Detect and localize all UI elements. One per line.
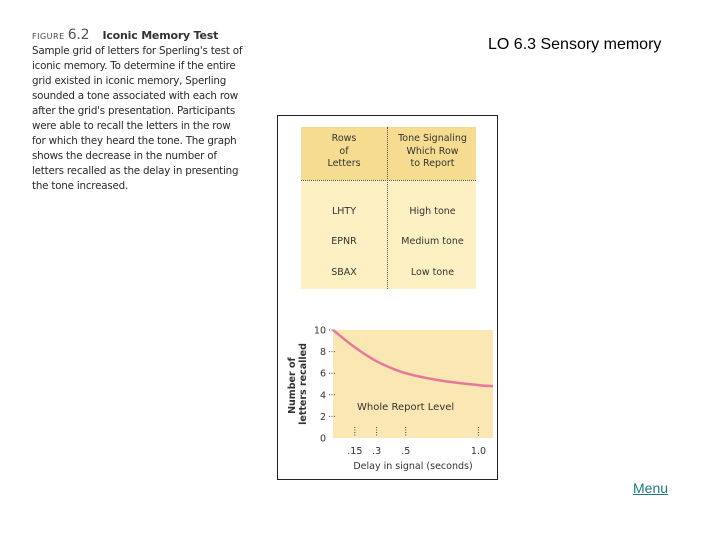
y-axis: 0 2 4 6 8 10 [314,326,336,445]
y-axis-label: Number of letters recalled [287,343,309,425]
table-cell-letters: LHTY [331,206,357,217]
header-rows-line: of [339,145,349,157]
figure-caption: FIGURE 6.2 Iconic Memory Test Sample gri… [32,28,244,194]
header-rows-line: Rows [331,133,357,144]
header-rows-of-letters: Rows of Letters [301,133,387,171]
table-cell-letters: SBAX [331,267,357,278]
figure-number: 6.2 [67,27,90,43]
header-tone-line: to Report [410,158,455,169]
x-tick-label: .5 [401,446,410,457]
menu-link[interactable]: Menu [633,480,669,496]
header-tone-signal: Tone Signaling Which Row to Report [389,133,476,171]
figure-panel: Rows of Letters Tone Signaling Which Row… [277,115,498,480]
y-tick-label: 6 [320,369,326,380]
y-axis-label-line-2: letters recalled [298,343,309,425]
y-tick-label: 0 [320,434,326,445]
y-tick-label: 4 [320,390,326,401]
table-divider-horizontal [301,180,476,181]
x-tick-label: .15 [347,446,362,457]
whole-report-level-label: Whole Report Level [357,402,454,413]
y-tick-label: 8 [320,347,326,358]
x-axis-label: Delay in signal (seconds) [353,461,472,472]
header-tone-line: Which Row [406,145,459,157]
table-cell-tone: Medium tone [401,236,464,247]
table-cell-letters: EPNR [331,236,357,247]
table-cell-tone: Low tone [410,267,455,278]
y-tick-label: 10 [314,326,326,337]
table-header: Rows of Letters Tone Signaling Which Row… [301,127,476,180]
figure-title: Iconic Memory Test [102,29,219,42]
y-axis-label-line-1: Number of [287,357,298,414]
y-tick-label: 2 [320,412,326,423]
table-cell-tone: High tone [409,206,456,217]
table-divider-vertical [387,127,388,289]
slide-title: LO 6.3 Sensory memory [488,36,662,53]
x-tick-label: 1.0 [471,446,486,457]
x-tick-label: .3 [372,446,381,457]
caption-text: Sample grid of letters for Sperling's te… [32,45,243,192]
recall-chart: 0 2 4 6 8 10 .15 .3 .5 1.0 Whole Report Level De… [287,326,494,472]
figure-label: FIGURE [32,32,65,41]
recall-curve [332,329,494,388]
header-rows-line: Letters [327,158,361,169]
letter-grid-table: Rows of Letters Tone Signaling Which Row… [301,127,476,289]
x-axis: .15 .3 .5 1.0 [347,427,486,457]
header-tone-line: Tone Signaling [398,133,467,144]
